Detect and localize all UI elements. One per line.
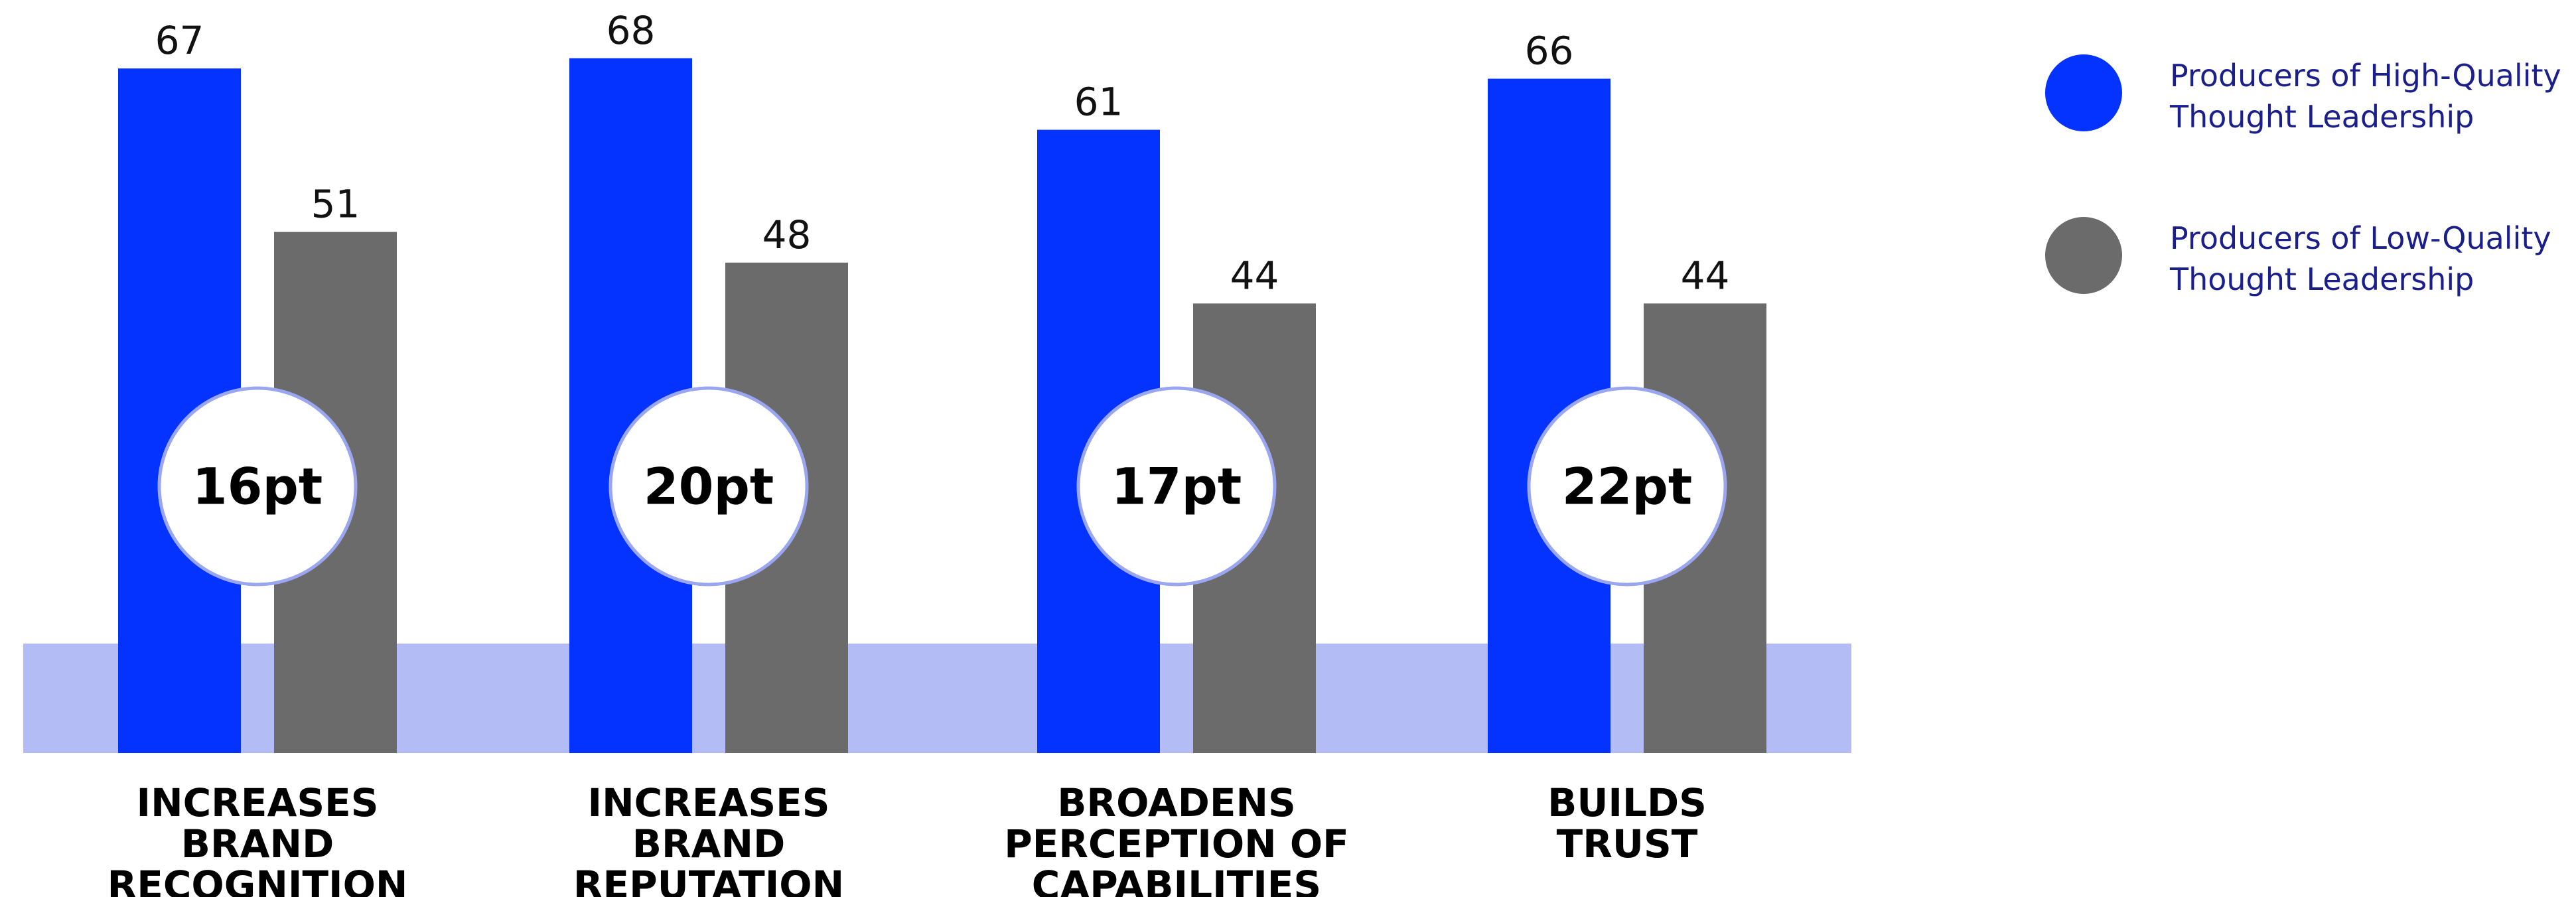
data-label: 68 xyxy=(607,8,656,53)
category-label: INCREASES BRAND REPUTATION xyxy=(573,780,844,897)
category-label: BUILDS TRUST xyxy=(1547,780,1707,866)
legend-label: Producers of High-Quality Thought Leaders… xyxy=(2169,58,2561,135)
data-label: 44 xyxy=(1681,253,1730,298)
data-label: 44 xyxy=(1230,253,1279,298)
gap-bubble xyxy=(1076,386,1277,586)
gap-label: 20pt xyxy=(644,457,774,516)
gap-label: 16pt xyxy=(192,457,323,516)
data-label: 48 xyxy=(762,212,812,257)
data-label: 67 xyxy=(155,18,204,63)
category-label: BROADENS PERCEPTION OF CAPABILITIES xyxy=(1004,780,1349,897)
legend-swatch-low-quality xyxy=(2045,217,2122,294)
data-label: 61 xyxy=(1074,80,1123,125)
gap-bubble xyxy=(1527,386,1727,586)
gap-bubble xyxy=(608,386,809,586)
gap-label: 22pt xyxy=(1562,457,1693,516)
data-label: 66 xyxy=(1525,29,1574,74)
gap-label: 17pt xyxy=(1111,457,1242,516)
category-label: INCREASES BRAND RECOGNITION xyxy=(107,780,408,897)
legend-label: Producers of Low-Quality Thought Leadersh… xyxy=(2169,220,2551,297)
data-label: 51 xyxy=(311,182,360,227)
legend-swatch-high-quality xyxy=(2045,54,2122,131)
gap-bubble xyxy=(157,386,358,586)
